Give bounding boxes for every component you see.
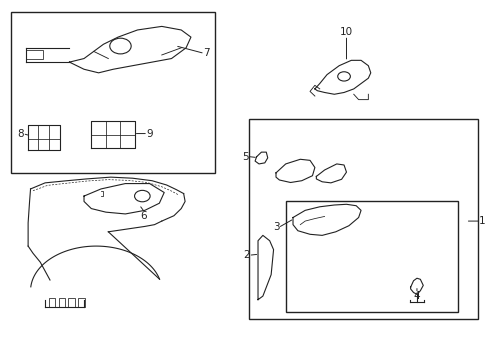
Bar — [78, 298, 84, 307]
Bar — [249, 119, 477, 319]
Text: 9: 9 — [146, 129, 153, 139]
Text: 5: 5 — [242, 152, 249, 162]
Text: 10: 10 — [339, 27, 352, 37]
Bar — [59, 298, 65, 307]
Bar — [285, 202, 457, 312]
Text: 1: 1 — [478, 216, 485, 226]
Text: 3: 3 — [272, 222, 279, 232]
Text: 4: 4 — [413, 292, 419, 301]
Text: 2: 2 — [243, 250, 250, 260]
Bar — [49, 298, 55, 307]
Bar — [11, 12, 215, 173]
Text: 8: 8 — [18, 129, 24, 139]
Text: 7: 7 — [203, 48, 209, 58]
Bar — [26, 50, 42, 59]
Text: 6: 6 — [140, 211, 146, 221]
Bar — [68, 298, 75, 307]
